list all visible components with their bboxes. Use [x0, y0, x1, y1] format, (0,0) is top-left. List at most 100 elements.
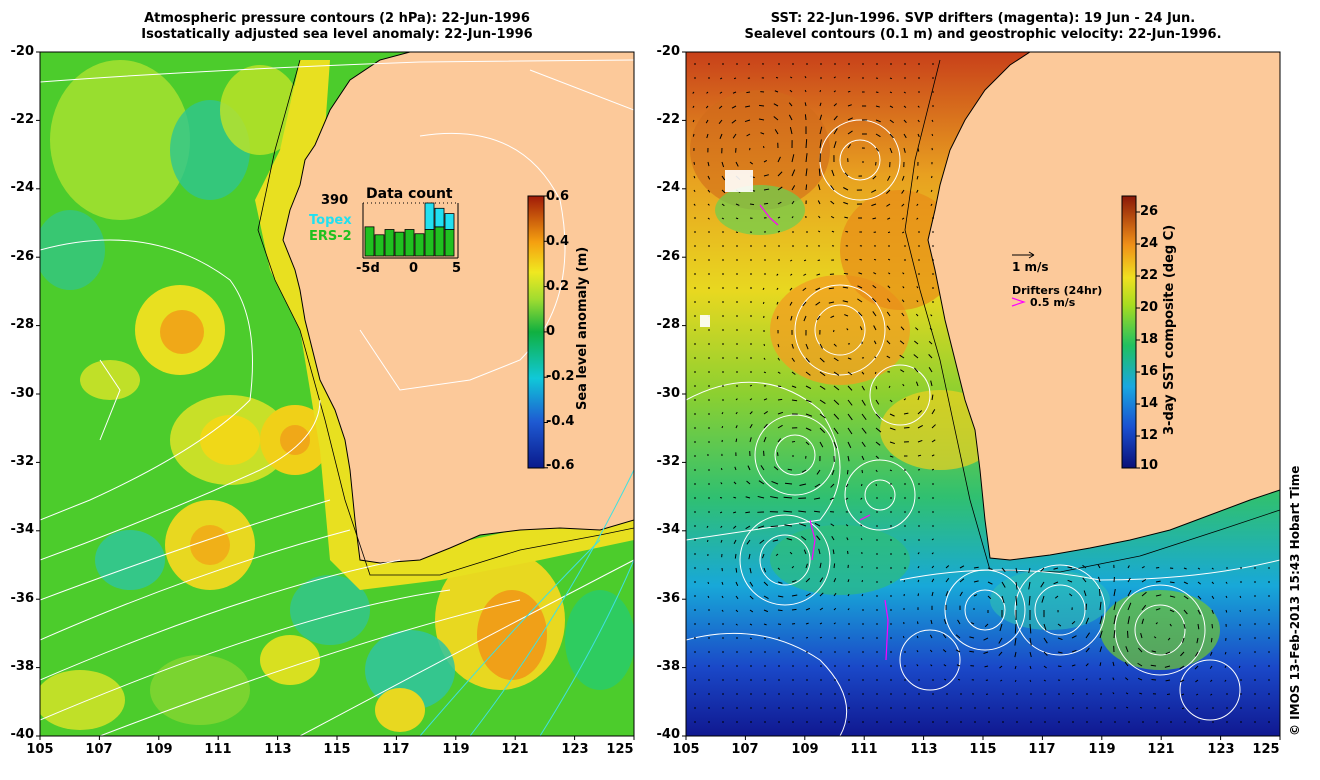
velocity-arrow	[916, 621, 919, 625]
velocity-arrow	[801, 469, 807, 473]
velocity-arrow	[692, 119, 695, 123]
lat-label: -30	[656, 386, 681, 401]
right-map	[686, 52, 1280, 736]
velocity-arrow	[875, 133, 881, 138]
sst-tick: 12	[1140, 428, 1159, 443]
velocity-arrow	[959, 591, 963, 597]
velocity-arrow	[886, 311, 891, 317]
velocity-arrow	[1197, 567, 1201, 570]
velocity-arrow	[872, 175, 877, 180]
velocity-arrow	[931, 565, 935, 569]
velocity-arrow	[763, 436, 767, 443]
velocity-arrow	[1014, 665, 1017, 670]
velocity-arrow	[1057, 651, 1063, 654]
velocity-arrow	[871, 189, 877, 193]
velocity-arrow	[1196, 637, 1199, 644]
velocity-arrow	[917, 119, 920, 123]
sst-tick: 10	[1140, 458, 1159, 473]
velocity-arrow	[872, 217, 877, 220]
velocity-arrow	[943, 664, 947, 667]
velocity-arrow	[931, 454, 935, 457]
velocity-arrow	[1169, 609, 1175, 613]
velocity-arrow	[819, 413, 826, 419]
velocity-arrow	[833, 343, 837, 347]
velocity-arrow	[777, 357, 781, 361]
velocity-arrow	[843, 272, 849, 275]
velocity-arrow	[1029, 623, 1032, 634]
data-count-xtick-0: 0	[409, 261, 419, 276]
velocity-arrow	[744, 119, 751, 123]
velocity-arrow	[816, 469, 821, 475]
velocity-arrow	[1099, 662, 1102, 667]
velocity-arrow	[1053, 567, 1059, 570]
velocity-arrow	[901, 312, 905, 317]
velocity-arrow	[1067, 579, 1073, 583]
velocity-arrow	[783, 510, 793, 513]
velocity-arrow	[776, 273, 779, 276]
velocity-arrow	[776, 287, 779, 290]
lon-label: 107	[85, 742, 113, 757]
velocity-arrow	[1211, 623, 1213, 629]
velocity-arrow	[930, 314, 933, 317]
velocity-arrow	[902, 635, 905, 639]
velocity-arrow	[861, 399, 866, 406]
velocity-arrow	[833, 90, 836, 93]
lat-label: -40	[656, 727, 681, 742]
lat-label: -26	[10, 249, 35, 264]
velocity-arrow	[763, 343, 765, 347]
velocity-arrow	[1195, 679, 1199, 683]
velocity-arrow	[817, 200, 821, 205]
velocity-arrow	[931, 119, 934, 122]
velocity-arrow	[833, 427, 839, 435]
velocity-arrow	[833, 399, 840, 406]
velocity-arrow	[804, 89, 807, 93]
velocity-arrow	[858, 311, 863, 317]
velocity-arrow	[805, 592, 811, 597]
velocity-arrow	[791, 580, 797, 583]
velocity-arrow	[721, 203, 725, 207]
velocity-arrow	[873, 272, 877, 275]
velocity-arrow	[899, 354, 905, 359]
velocity-arrow	[805, 636, 809, 639]
velocity-arrow	[983, 637, 989, 641]
velocity-arrow	[833, 413, 840, 420]
velocity-arrow	[900, 369, 905, 373]
velocity-arrow	[875, 455, 880, 459]
velocity-arrow	[720, 482, 723, 485]
velocity-arrow	[1113, 601, 1117, 611]
velocity-arrow	[763, 581, 769, 586]
velocity-arrow	[777, 171, 783, 177]
velocity-arrow	[800, 535, 807, 541]
velocity-arrow	[758, 118, 765, 121]
sst-tick: 26	[1140, 204, 1159, 219]
velocity-arrow	[913, 354, 919, 359]
velocity-arrow	[1071, 678, 1075, 681]
velocity-arrow	[784, 524, 793, 527]
velocity-arrow	[1071, 635, 1077, 639]
velocity-arrow	[1137, 662, 1143, 667]
velocity-arrow	[847, 608, 850, 611]
velocity-arrow	[746, 480, 751, 485]
velocity-arrow	[861, 427, 867, 434]
velocity-arrow	[956, 664, 961, 667]
velocity-arrow	[745, 496, 751, 499]
velocity-arrow	[790, 273, 793, 276]
velocity-arrow	[819, 399, 826, 404]
ers-bar	[394, 231, 405, 257]
velocity-arrow	[833, 103, 837, 107]
velocity-arrow	[929, 649, 933, 653]
velocity-arrow	[903, 133, 907, 139]
velocity-arrow	[692, 91, 695, 94]
velocity-arrow	[803, 315, 807, 322]
velocity-arrow	[777, 595, 784, 598]
velocity-arrow	[847, 77, 851, 79]
velocity-arrow	[770, 496, 779, 499]
velocity-arrow	[791, 440, 796, 443]
velocity-arrow	[916, 286, 919, 289]
velocity-arrow	[735, 425, 738, 429]
velocity-arrow	[833, 385, 840, 391]
velocity-arrow	[763, 595, 769, 600]
ers-bar	[364, 226, 375, 257]
velocity-arrow	[790, 315, 793, 321]
velocity-arrow	[1151, 650, 1157, 653]
